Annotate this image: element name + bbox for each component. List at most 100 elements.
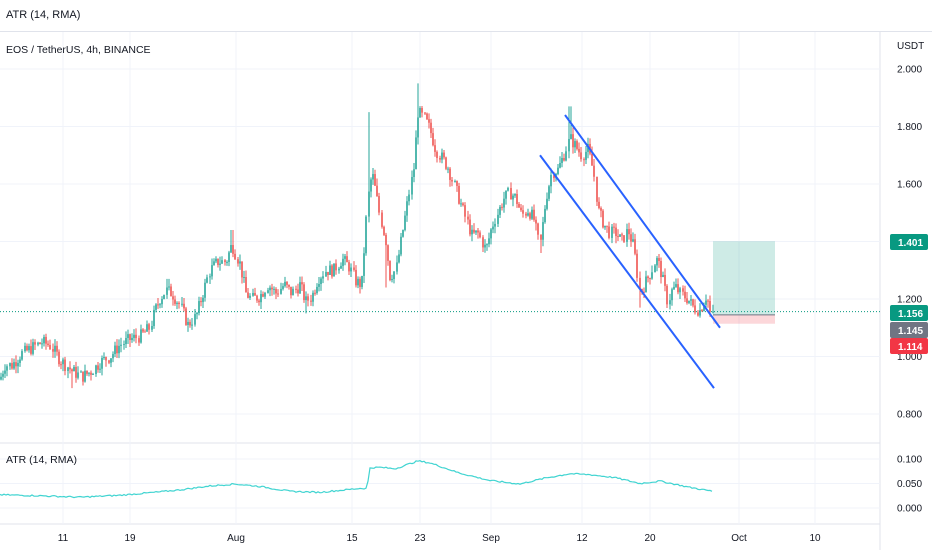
- candle-up: [19, 359, 21, 363]
- candle-down: [428, 119, 430, 123]
- candle-down: [469, 219, 471, 235]
- candle-up: [316, 286, 318, 294]
- candle-up: [570, 134, 572, 139]
- candle-up: [151, 326, 153, 330]
- candle-up: [585, 151, 587, 160]
- candle-down: [439, 158, 441, 160]
- candle-up: [363, 253, 365, 276]
- candle-up: [159, 304, 161, 306]
- candle-up: [187, 321, 189, 325]
- candle-up: [131, 337, 133, 341]
- candle-up: [561, 158, 563, 163]
- channel-upper-line[interactable]: [564, 114, 721, 329]
- candle-up: [548, 186, 550, 199]
- candle-down: [636, 253, 638, 278]
- candle-down: [591, 153, 593, 166]
- candle-up: [213, 261, 215, 266]
- candle-up: [679, 288, 681, 293]
- candle-up: [37, 342, 39, 345]
- candle-down: [307, 296, 309, 301]
- candle-up: [2, 373, 4, 377]
- candle-down: [185, 308, 187, 325]
- candle-down: [692, 299, 694, 306]
- price-tag-1.145: [890, 322, 928, 338]
- candle-down: [90, 372, 92, 375]
- candle-down: [15, 362, 17, 367]
- candle-up: [168, 286, 170, 288]
- atr-tick-label: 0.000: [897, 504, 922, 515]
- candle-up: [299, 282, 301, 294]
- time-tick-label: 15: [346, 533, 358, 544]
- price-tag-text: 1.401: [898, 238, 923, 249]
- candle-up: [6, 366, 8, 371]
- channel-lower-line[interactable]: [539, 154, 715, 389]
- candle-down: [178, 302, 180, 305]
- candle-up: [21, 351, 23, 360]
- candle-down: [434, 145, 436, 152]
- time-tick-label: 19: [124, 533, 136, 544]
- candle-up: [211, 265, 213, 277]
- candle-down: [245, 277, 247, 293]
- candle-up: [690, 299, 692, 301]
- candle-up: [114, 345, 116, 355]
- position-tool[interactable]: [0, 241, 880, 324]
- price-tick-label: 1.200: [897, 295, 922, 306]
- candle-down: [701, 310, 703, 312]
- candle-down: [170, 286, 172, 297]
- candle-down: [430, 122, 432, 134]
- candle-up: [400, 236, 402, 255]
- candle-down: [436, 151, 438, 159]
- candle-down: [232, 245, 234, 254]
- candle-down: [348, 262, 350, 272]
- candle-down: [666, 285, 668, 305]
- candle-up: [24, 345, 26, 352]
- candle-up: [544, 208, 546, 223]
- candle-down: [482, 237, 484, 248]
- loss-zone: [713, 314, 775, 324]
- candle-up: [103, 357, 105, 359]
- candle-up: [191, 324, 193, 326]
- candle-up: [292, 288, 294, 296]
- candle-down: [135, 334, 137, 339]
- time-tick-label: 11: [58, 533, 69, 544]
- candle-down: [183, 303, 185, 309]
- candle-down: [335, 263, 337, 271]
- candle-up: [413, 169, 415, 178]
- candle-down: [621, 234, 623, 236]
- trend-channel[interactable]: [539, 114, 721, 389]
- candle-down: [563, 158, 565, 161]
- candle-up: [305, 296, 307, 301]
- price-tag-text: 1.114: [898, 342, 923, 353]
- candle-down: [615, 227, 617, 237]
- candle-down: [314, 292, 316, 294]
- price-tag-1.401: [890, 234, 928, 250]
- candle-up: [404, 215, 406, 230]
- candle-up: [209, 276, 211, 278]
- candle-down: [234, 253, 236, 260]
- candle-down: [522, 210, 524, 214]
- candle-up: [393, 271, 395, 280]
- candle-up: [325, 271, 327, 277]
- candle-down: [310, 300, 312, 302]
- candle-up: [32, 342, 34, 354]
- candle-down: [275, 288, 277, 294]
- candle-up: [441, 152, 443, 160]
- candle-up: [342, 258, 344, 266]
- candle-up: [626, 229, 628, 242]
- candle-up: [280, 288, 282, 294]
- chart-title: EOS / TetherUS, 4h, BINANCE: [6, 44, 151, 56]
- candle-up: [514, 193, 516, 196]
- candle-up: [0, 376, 2, 380]
- candle-down: [540, 234, 542, 240]
- candle-up: [41, 343, 43, 345]
- candle-up: [338, 268, 340, 271]
- candle-down: [58, 351, 60, 365]
- candle-down: [142, 329, 144, 332]
- candle-down: [60, 364, 62, 366]
- candle-down: [602, 210, 604, 228]
- candle-up: [226, 261, 228, 263]
- candle-up: [542, 222, 544, 240]
- candle-up: [133, 334, 135, 338]
- candle-up: [557, 167, 559, 174]
